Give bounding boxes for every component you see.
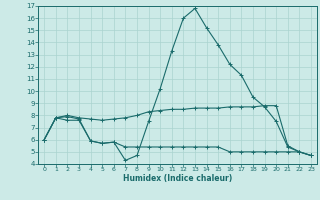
X-axis label: Humidex (Indice chaleur): Humidex (Indice chaleur) — [123, 174, 232, 183]
